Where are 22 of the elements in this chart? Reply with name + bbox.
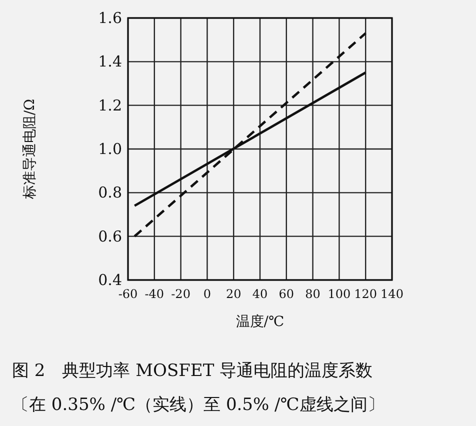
y-tick-label: 1.4 xyxy=(98,52,122,71)
x-tick-label: -60 xyxy=(118,287,138,301)
text: 图 2 典型功率 MOSFET 导通电阻的温度系数 xyxy=(12,361,373,381)
x-tick-label: 140 xyxy=(380,287,404,301)
x-axis-title: 温度/℃ xyxy=(236,314,284,330)
y-tick-label: 1.2 xyxy=(98,96,122,114)
y-tick-label: 0.6 xyxy=(98,227,122,246)
x-tick-label: 60 xyxy=(278,287,294,301)
y-tick-label: 0.8 xyxy=(98,184,122,202)
y-tick-label: 1.6 xyxy=(98,9,122,27)
x-tick-label: 120 xyxy=(354,287,378,301)
y-tick-label: 0.4 xyxy=(98,271,122,289)
x-tick-label: 100 xyxy=(328,287,351,301)
x-tick-label: 20 xyxy=(226,287,242,301)
x-tick-label: 0 xyxy=(203,287,212,301)
x-tick-label: -40 xyxy=(144,287,164,301)
x-tick-label: 40 xyxy=(252,287,268,301)
text: 〔在 0.35% /℃（实线）至 0.5% /℃虚线之间〕 xyxy=(12,395,384,415)
x-tick-label: -20 xyxy=(171,287,190,301)
y-axis-title: 标准导通电阻/Ω xyxy=(22,98,38,200)
x-tick-label: 80 xyxy=(305,287,320,301)
y-tick-label: 1.0 xyxy=(98,140,122,158)
